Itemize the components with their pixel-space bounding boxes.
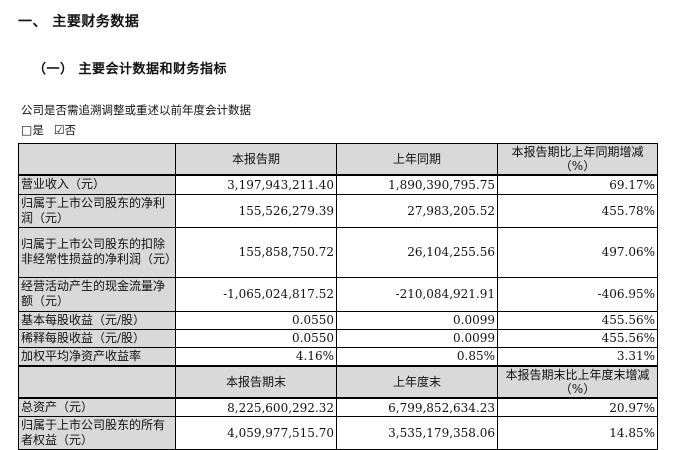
value-current: 4.16% bbox=[175, 346, 337, 367]
row-label: 加权平均净资产收益率 bbox=[18, 346, 176, 367]
checkbox-no-label: 否 bbox=[64, 123, 77, 137]
value-prior: 0.85% bbox=[336, 346, 498, 367]
period-end-header-row: 本报告期末 上年度末 本报告期末比上年度末增减（%） bbox=[18, 365, 658, 399]
value-prior: 6,799,852,634.23 bbox=[336, 397, 498, 417]
col-header-period-end-change: 本报告期末比上年度末增减（%） bbox=[497, 365, 658, 399]
table-row-operating-cash-flow: 经营活动产生的现金流量净额（元） -1,065,024,817.52 -210,… bbox=[18, 276, 658, 312]
corner-cell-1 bbox=[18, 143, 176, 176]
row-label: 归属于上市公司股东的扣除非经常性损益的净利润（元） bbox=[18, 226, 176, 278]
value-change: 14.85% bbox=[497, 416, 658, 450]
value-prior: 0.0099 bbox=[336, 310, 498, 330]
table-row-shareholders-equity: 归属于上市公司股东的所有者权益（元） 4,059,977,515.70 3,53… bbox=[18, 416, 658, 450]
table-row-diluted-eps: 稀释每股收益（元/股） 0.0550 0.0099 455.56% bbox=[18, 328, 658, 348]
table-row-net-profit: 归属于上市公司股东的净利润（元） 155,526,279.39 27,983,2… bbox=[18, 193, 658, 228]
value-current: 0.0550 bbox=[175, 310, 337, 330]
corner-cell-2 bbox=[18, 365, 176, 399]
value-current: 155,858,750.72 bbox=[175, 226, 337, 278]
value-current: 0.0550 bbox=[175, 328, 337, 348]
checkbox-yes: □是 bbox=[21, 123, 44, 137]
col-header-period-change: 本报告期比上年同期增减（%） bbox=[497, 143, 658, 176]
value-prior: 26,104,255.56 bbox=[336, 226, 498, 278]
checkbox-checked-icon: ☑ bbox=[53, 123, 65, 137]
value-prior: 1,890,390,795.75 bbox=[336, 174, 498, 195]
row-label: 总资产（元） bbox=[18, 397, 176, 417]
table-row-net-profit-excl-nonrecurring: 归属于上市公司股东的扣除非经常性损益的净利润（元） 155,858,750.72… bbox=[18, 226, 658, 278]
checkbox-unchecked-icon: □ bbox=[21, 123, 33, 137]
value-change: 497.06% bbox=[497, 226, 658, 278]
col-header-prior-year-end: 上年度末 bbox=[336, 365, 498, 399]
row-label: 经营活动产生的现金流量净额（元） bbox=[18, 276, 176, 312]
value-change: 69.17% bbox=[497, 174, 658, 195]
table-row-basic-eps: 基本每股收益（元/股） 0.0550 0.0099 455.56% bbox=[18, 310, 658, 330]
value-change: 3.31% bbox=[497, 346, 658, 367]
value-prior: 27,983,205.52 bbox=[336, 193, 498, 228]
period-header-row: 本报告期 上年同期 本报告期比上年同期增减（%） bbox=[18, 143, 658, 176]
value-change: 455.56% bbox=[497, 310, 658, 330]
row-label: 稀释每股收益（元/股） bbox=[18, 328, 176, 348]
value-change: 455.78% bbox=[497, 193, 658, 228]
restatement-choices: □是 ☑否 bbox=[21, 122, 677, 138]
section-subtitle: （一） 主要会计数据和财务指标 bbox=[33, 62, 228, 77]
table-row-weighted-avg-roe: 加权平均净资产收益率 4.16% 0.85% 3.31% bbox=[18, 346, 658, 367]
value-change: -406.95% bbox=[497, 276, 658, 312]
checkbox-yes-label: 是 bbox=[32, 123, 44, 137]
financial-data-table: 本报告期 上年同期 本报告期比上年同期增减（%） 营业收入（元） 3,197,9… bbox=[18, 143, 658, 450]
checkbox-no: ☑否 bbox=[54, 123, 76, 137]
value-prior: 0.0099 bbox=[336, 328, 498, 348]
col-header-current-period-end: 本报告期末 bbox=[175, 365, 337, 399]
col-header-current-period: 本报告期 bbox=[175, 143, 337, 176]
restatement-note: 公司是否需追溯调整或重述以前年度会计数据 bbox=[21, 103, 251, 117]
table-row-total-assets: 总资产（元） 8,225,600,292.32 6,799,852,634.23… bbox=[18, 397, 658, 417]
row-label: 营业收入（元） bbox=[18, 174, 176, 195]
row-label: 归属于上市公司股东的所有者权益（元） bbox=[18, 416, 176, 450]
value-current: -1,065,024,817.52 bbox=[175, 276, 337, 312]
value-prior: -210,084,921.91 bbox=[336, 276, 498, 312]
value-current: 155,526,279.39 bbox=[175, 193, 337, 228]
value-change: 20.97% bbox=[497, 397, 658, 417]
table-row-revenue: 营业收入（元） 3,197,943,211.40 1,890,390,795.7… bbox=[18, 174, 658, 195]
value-current: 4,059,977,515.70 bbox=[175, 416, 337, 450]
col-header-prior-period: 上年同期 bbox=[336, 143, 498, 176]
value-current: 3,197,943,211.40 bbox=[175, 174, 337, 195]
row-label: 归属于上市公司股东的净利润（元） bbox=[18, 193, 176, 228]
value-change: 455.56% bbox=[497, 328, 658, 348]
row-label: 基本每股收益（元/股） bbox=[18, 310, 176, 330]
value-current: 8,225,600,292.32 bbox=[175, 397, 337, 417]
value-prior: 3,535,179,358.06 bbox=[336, 416, 498, 450]
page-title: 一、 主要财务数据 bbox=[18, 14, 140, 30]
